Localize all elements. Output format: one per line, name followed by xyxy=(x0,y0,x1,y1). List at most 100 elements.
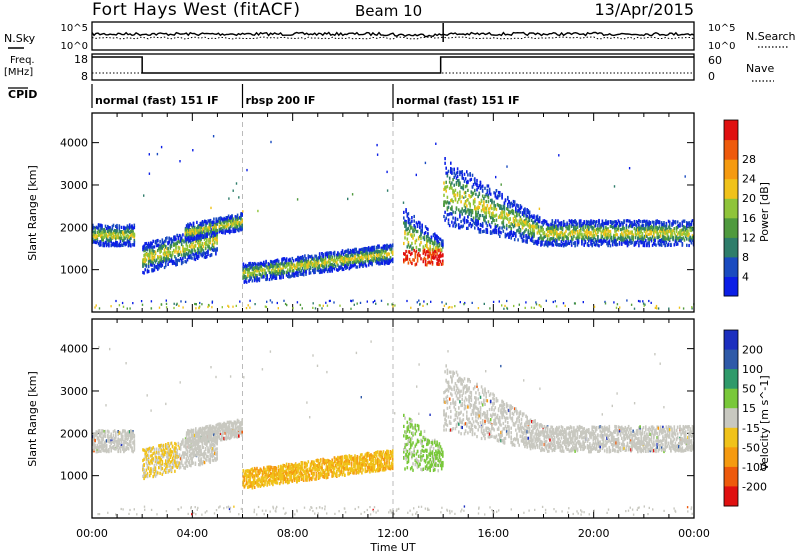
power-cell xyxy=(124,241,126,245)
power-cell xyxy=(436,244,438,248)
power-cell xyxy=(607,228,609,232)
power-cell xyxy=(629,231,631,235)
power-cell xyxy=(419,302,421,306)
power-cell xyxy=(616,242,619,247)
power-cell xyxy=(242,268,245,273)
power-cell xyxy=(655,226,657,230)
power-cell xyxy=(488,187,491,191)
power-cell xyxy=(494,194,497,198)
power-cell xyxy=(381,259,384,263)
power-cell xyxy=(252,266,255,270)
power-cell xyxy=(329,251,331,255)
power-cell xyxy=(201,254,204,258)
power-cell xyxy=(290,260,292,264)
power-cell xyxy=(536,239,539,243)
power-cell xyxy=(654,239,656,243)
power-cell xyxy=(466,170,468,174)
freq-unit: [MHz] xyxy=(4,67,33,78)
power-cell xyxy=(624,233,627,237)
power-cell xyxy=(560,222,563,226)
power-cell xyxy=(597,226,599,231)
power-cell xyxy=(552,224,555,228)
power-cell xyxy=(207,229,209,233)
power-cell xyxy=(201,220,204,224)
power-cell xyxy=(406,254,409,258)
power-cell xyxy=(155,258,158,262)
power-cell xyxy=(570,240,573,244)
power-cell xyxy=(171,250,174,255)
power-cell xyxy=(289,264,291,268)
power-cell xyxy=(324,267,327,271)
power-cell xyxy=(173,235,175,239)
power-cell xyxy=(609,220,612,224)
power-cell xyxy=(271,264,273,268)
power-cell xyxy=(484,219,486,223)
power-cell xyxy=(320,268,322,272)
power-cell xyxy=(446,213,449,217)
power-cell xyxy=(436,248,438,252)
power-cell xyxy=(672,222,674,226)
power-cell xyxy=(175,248,177,252)
power-cell xyxy=(315,264,318,268)
power-cell xyxy=(426,303,428,306)
power-cell xyxy=(147,241,150,245)
power-cell xyxy=(442,245,444,249)
power-cell xyxy=(492,211,494,215)
power-cell xyxy=(93,232,95,237)
power-cell xyxy=(513,304,515,308)
power-cell xyxy=(190,253,192,258)
power-cell xyxy=(667,242,670,246)
power-cell xyxy=(149,246,151,250)
power-cell xyxy=(377,250,379,254)
power-cell xyxy=(480,185,483,189)
power-cell xyxy=(354,247,356,251)
power-cell xyxy=(125,234,127,238)
power-cell xyxy=(526,214,528,218)
power-cell xyxy=(208,223,211,227)
power-cell xyxy=(160,257,162,261)
power-cell xyxy=(550,242,552,246)
power-cell xyxy=(634,233,637,238)
power-cell xyxy=(643,241,646,245)
power-cell xyxy=(287,268,289,272)
power-cell xyxy=(189,222,191,226)
power-cell xyxy=(656,231,658,235)
power-cell xyxy=(495,213,498,217)
power-cell xyxy=(218,216,221,220)
power-cell xyxy=(567,240,569,244)
power-cell xyxy=(253,279,256,283)
power-cell xyxy=(380,259,383,263)
power-cell xyxy=(615,241,617,245)
power-cell xyxy=(576,235,579,239)
power-cell xyxy=(430,255,433,259)
power-cell xyxy=(275,273,278,277)
power-cell xyxy=(276,301,278,305)
power-cell xyxy=(432,243,435,247)
power-cell xyxy=(408,221,411,225)
power-cell xyxy=(285,270,288,274)
power-cell xyxy=(671,223,673,227)
power-cell xyxy=(191,238,194,242)
power-cell xyxy=(161,240,164,245)
power-panel-frame xyxy=(91,112,695,313)
power-cell xyxy=(329,256,331,261)
power-cell xyxy=(545,239,548,243)
power-cell xyxy=(353,250,355,254)
power-cell xyxy=(187,249,190,253)
power-cell xyxy=(228,305,230,308)
power-cell xyxy=(341,267,344,272)
power-cell xyxy=(370,248,372,252)
power-cell xyxy=(454,173,457,177)
power-cell xyxy=(127,239,130,243)
power-cell xyxy=(230,229,232,233)
power-cell xyxy=(565,243,567,247)
power-cell xyxy=(331,258,333,262)
power-cell xyxy=(414,240,417,244)
power-cell xyxy=(548,226,550,230)
power-cell xyxy=(128,223,131,227)
power-cell xyxy=(615,306,618,309)
power-cell xyxy=(567,227,569,231)
power-cell xyxy=(242,262,245,266)
power-cell xyxy=(629,219,631,223)
power-cell xyxy=(681,220,684,224)
